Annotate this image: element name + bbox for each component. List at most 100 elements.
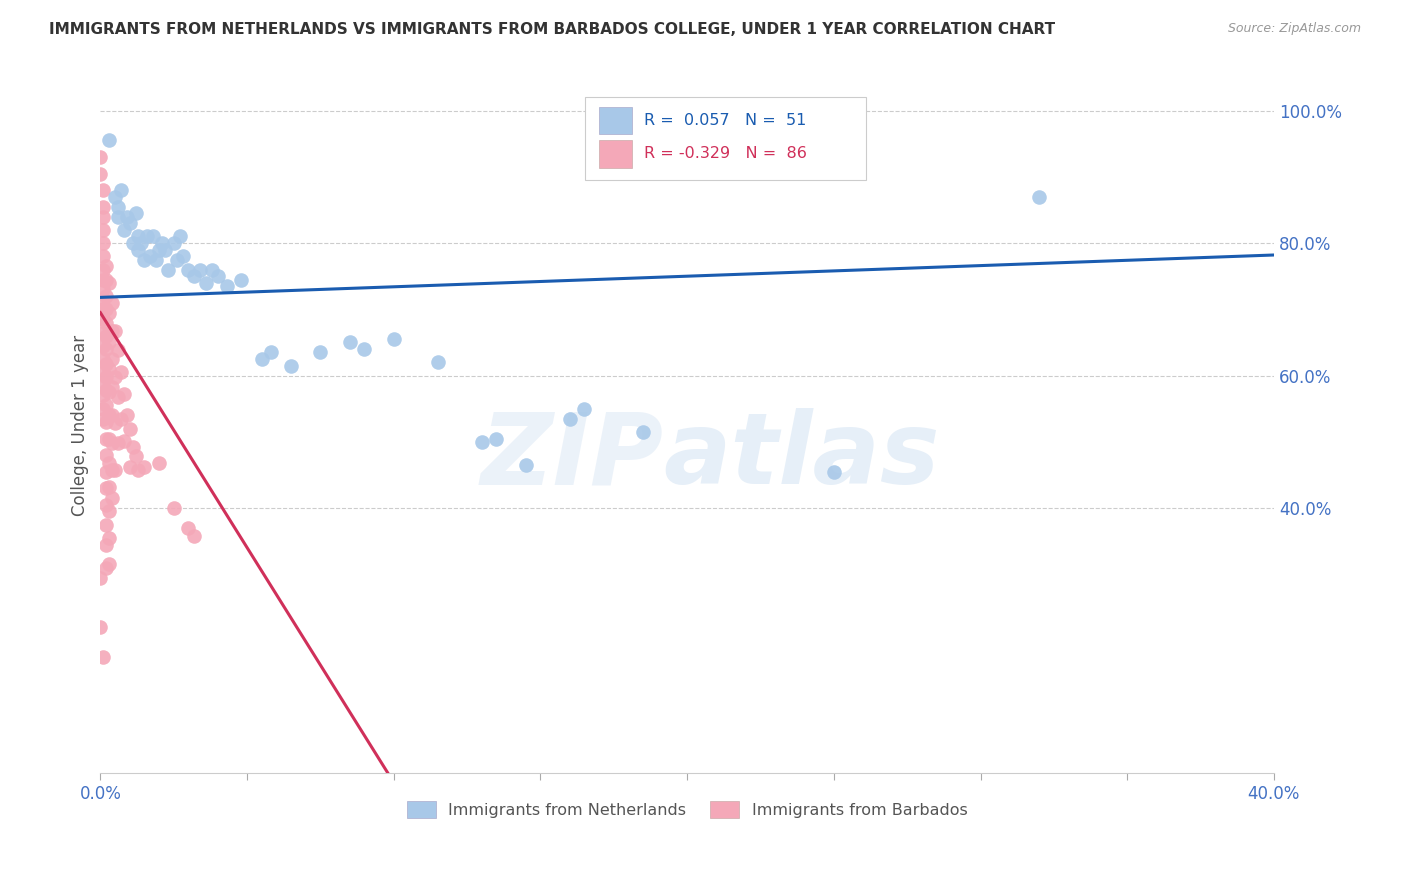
Legend: Immigrants from Netherlands, Immigrants from Barbados: Immigrants from Netherlands, Immigrants … <box>401 795 974 824</box>
Point <box>107 343 129 358</box>
Point <box>118 421 141 435</box>
Point <box>177 262 200 277</box>
Point <box>98 362 121 376</box>
Point <box>188 262 211 277</box>
Point <box>382 332 405 346</box>
Point <box>91 375 114 389</box>
Point <box>115 409 138 423</box>
Point <box>156 262 179 277</box>
Point <box>91 249 114 263</box>
Point <box>91 339 114 353</box>
Point <box>91 200 114 214</box>
Point <box>91 282 114 296</box>
Point <box>172 249 194 263</box>
Point <box>96 398 118 412</box>
Point <box>101 409 124 423</box>
Point <box>110 183 132 197</box>
Point <box>163 235 186 250</box>
Point <box>91 351 114 366</box>
Point <box>558 411 581 425</box>
Point <box>101 380 124 394</box>
Point <box>91 312 114 326</box>
Point <box>118 460 141 475</box>
Point <box>96 498 118 512</box>
Text: atlas: atlas <box>664 408 941 505</box>
Point <box>309 345 332 359</box>
Point <box>183 269 205 284</box>
Point <box>91 411 114 425</box>
Point <box>91 650 114 665</box>
Point <box>96 328 118 343</box>
Point <box>101 463 124 477</box>
Point <box>112 387 135 401</box>
FancyBboxPatch shape <box>599 140 631 168</box>
Point <box>98 558 121 572</box>
Point <box>104 370 127 384</box>
Point <box>104 324 127 338</box>
Point <box>91 183 114 197</box>
Point <box>148 456 170 470</box>
Point <box>207 269 229 284</box>
Point <box>110 411 132 425</box>
Point <box>110 365 132 379</box>
Point <box>134 460 156 475</box>
FancyBboxPatch shape <box>599 107 631 135</box>
Point <box>91 272 114 286</box>
Point <box>169 229 191 244</box>
Point <box>96 272 118 286</box>
Point <box>96 357 118 371</box>
Point <box>112 434 135 448</box>
Text: R =  0.057   N =  51: R = 0.057 N = 51 <box>644 113 806 128</box>
Point <box>136 229 159 244</box>
Point <box>96 432 118 446</box>
Text: ZIP: ZIP <box>481 408 664 505</box>
Point <box>98 385 121 400</box>
Point <box>194 276 217 290</box>
Point <box>128 229 150 244</box>
Point <box>101 436 124 450</box>
Point <box>124 450 146 464</box>
Point <box>96 342 118 356</box>
Point <box>98 432 121 446</box>
Point <box>98 276 121 290</box>
Point <box>118 216 141 230</box>
Point <box>177 521 200 535</box>
Point <box>91 223 114 237</box>
Point <box>96 289 118 303</box>
Point <box>96 302 118 317</box>
Point <box>91 326 114 340</box>
Point <box>96 415 118 429</box>
Point <box>98 133 121 147</box>
Point <box>101 351 124 366</box>
Point <box>259 345 281 359</box>
Point <box>107 200 129 214</box>
Point <box>96 537 118 551</box>
Point <box>101 324 124 338</box>
Text: IMMIGRANTS FROM NETHERLANDS VS IMMIGRANTS FROM BARBADOS COLLEGE, UNDER 1 YEAR CO: IMMIGRANTS FROM NETHERLANDS VS IMMIGRANT… <box>49 22 1056 37</box>
Point <box>91 401 114 416</box>
Point <box>121 235 143 250</box>
Point <box>574 401 596 416</box>
Point <box>1028 190 1050 204</box>
Point <box>131 235 153 250</box>
Text: Source: ZipAtlas.com: Source: ZipAtlas.com <box>1227 22 1361 36</box>
Point <box>91 262 114 277</box>
Point <box>166 252 188 267</box>
Point <box>96 370 118 384</box>
Point <box>163 501 186 516</box>
Point <box>148 243 170 257</box>
Point <box>91 210 114 224</box>
Text: R = -0.329   N =  86: R = -0.329 N = 86 <box>644 146 807 161</box>
Point <box>107 210 129 224</box>
Point <box>89 620 111 634</box>
Point <box>96 481 118 495</box>
Point <box>128 463 150 477</box>
Point <box>96 448 118 462</box>
Point <box>121 440 143 454</box>
Point <box>183 529 205 543</box>
Point <box>353 342 375 356</box>
Point <box>485 432 508 446</box>
Point <box>515 458 537 472</box>
Point <box>91 388 114 402</box>
Point <box>89 571 111 585</box>
